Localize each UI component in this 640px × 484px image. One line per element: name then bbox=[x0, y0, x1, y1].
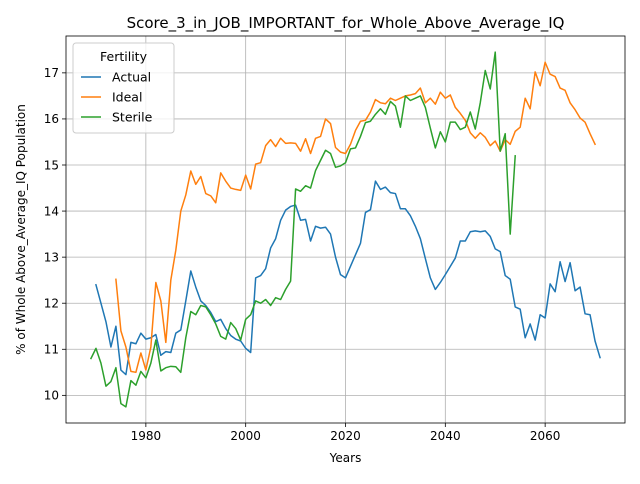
x-tick-label: 2020 bbox=[330, 429, 361, 443]
y-tick-label: 10 bbox=[44, 389, 59, 403]
legend-title: Fertility bbox=[100, 49, 148, 64]
legend-label-ideal: Ideal bbox=[112, 90, 142, 105]
series-line-actual bbox=[95, 180, 601, 376]
y-tick-label: 17 bbox=[44, 66, 59, 80]
y-tick-label: 14 bbox=[44, 204, 59, 218]
legend-box bbox=[72, 42, 175, 134]
x-axis-label: Years bbox=[329, 451, 362, 465]
y-tick-label: 16 bbox=[44, 112, 59, 126]
legend: Fertility Actual Ideal Sterile bbox=[72, 42, 175, 134]
legend-label-actual: Actual bbox=[112, 70, 151, 85]
chart-title: Score_3_in_JOB_IMPORTANT_for_Whole_Above… bbox=[127, 14, 565, 33]
legend-label-sterile: Sterile bbox=[112, 110, 153, 125]
legend-items: Actual Ideal Sterile bbox=[81, 70, 153, 125]
series-layer bbox=[89, 51, 601, 408]
x-tick-label: 1980 bbox=[131, 429, 162, 443]
x-tick-label: 2000 bbox=[230, 429, 261, 443]
y-tick-label: 15 bbox=[44, 158, 59, 172]
x-tick-label: 2040 bbox=[430, 429, 461, 443]
series-line-sterile bbox=[89, 51, 516, 408]
y-tick-label: 12 bbox=[44, 297, 59, 311]
y-tick-label: 13 bbox=[44, 250, 59, 264]
y-tick-label: 11 bbox=[44, 343, 59, 357]
x-tick-label: 2060 bbox=[530, 429, 561, 443]
tick-layer: 1980 2000 2020 2040 2060 10 11 12 13 14 15 16 17 bbox=[44, 66, 561, 443]
y-axis-label: % of Whole Above_Average_IQ Population bbox=[14, 104, 28, 355]
series-line-ideal bbox=[115, 61, 597, 374]
